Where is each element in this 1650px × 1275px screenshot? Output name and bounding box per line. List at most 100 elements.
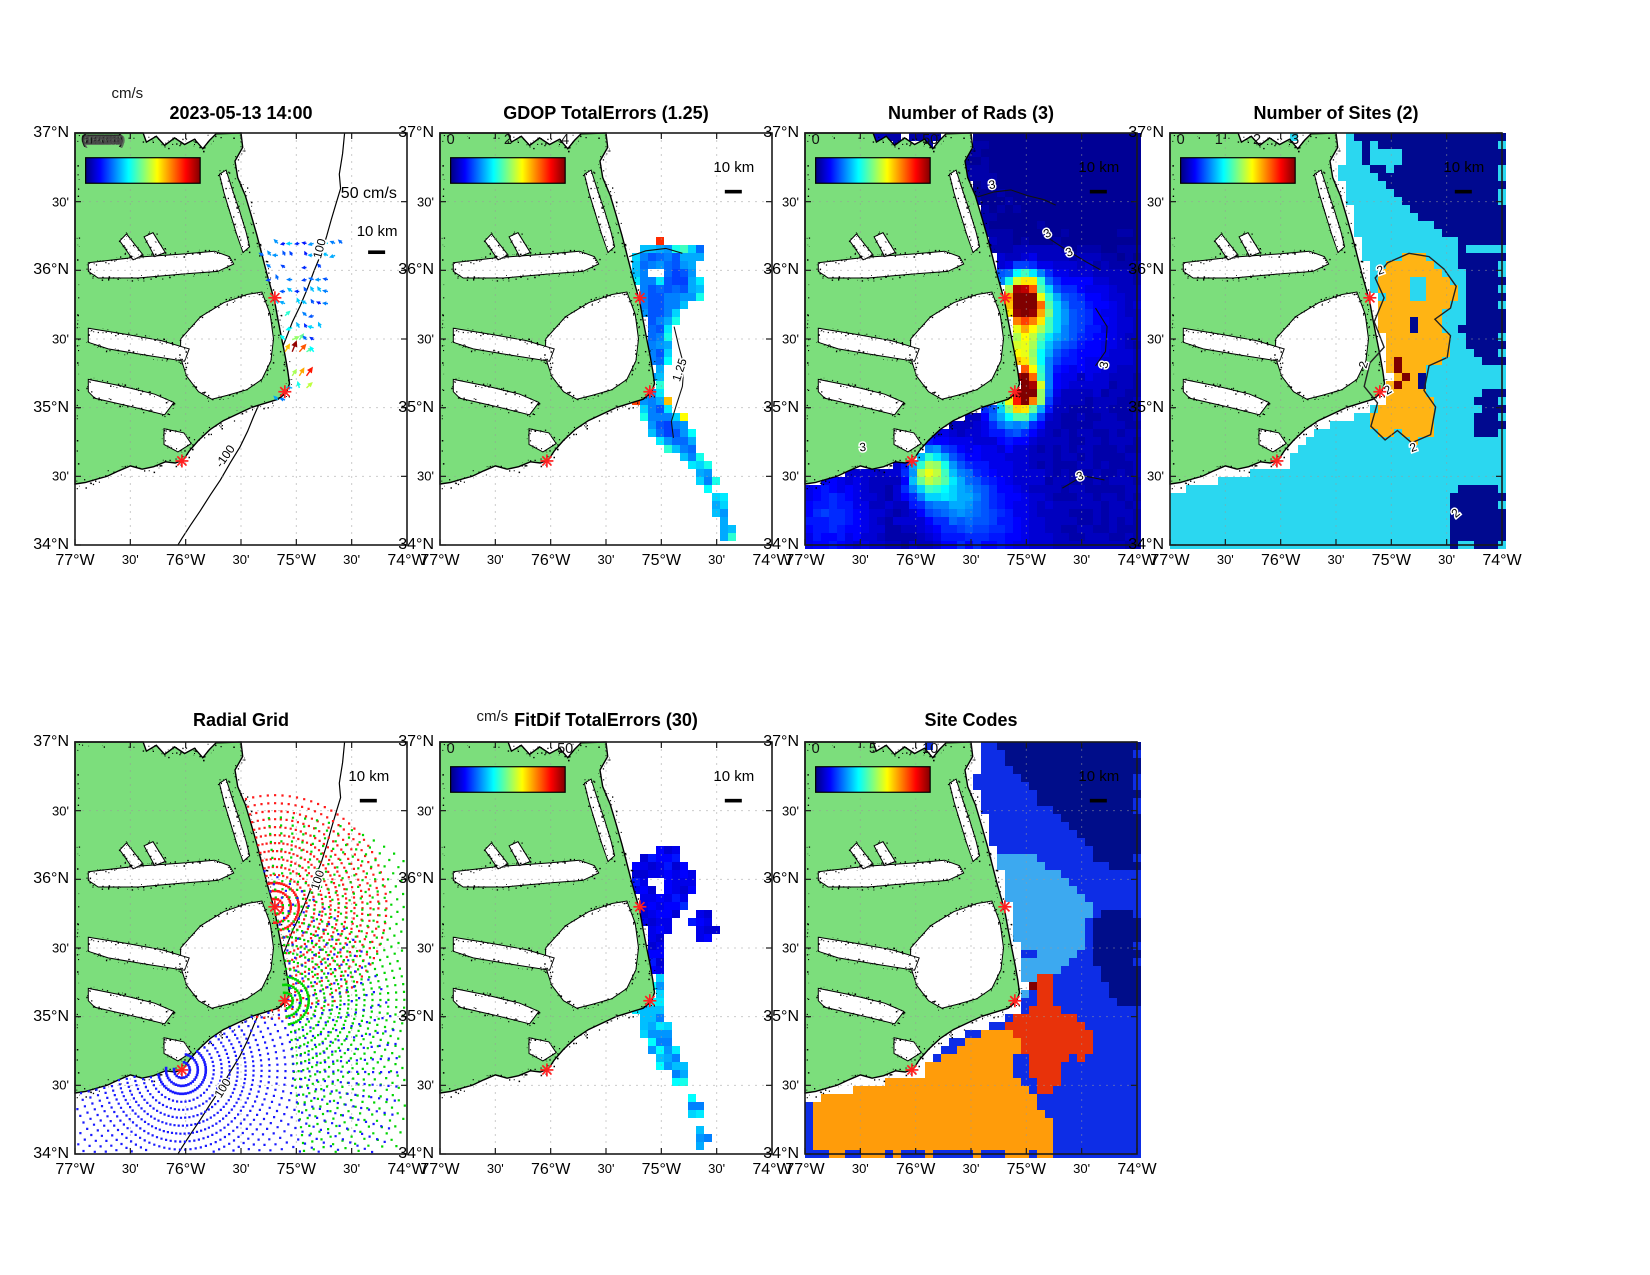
panel-num-rads: Number of Rads (3) 37°N 30' 36°N 30' 35°N 30' 3… <box>763 103 1156 569</box>
region-contour-outline <box>1363 252 1457 444</box>
colorbar-tick-label: 2 <box>1253 132 1261 148</box>
x-axis-tick-label: 30' <box>232 552 250 567</box>
y-axis-tick-label: 34°N <box>763 536 799 553</box>
radar-site-markers <box>905 291 1022 468</box>
y-axis-tick-label: 30' <box>417 194 434 210</box>
x-axis-tick-label: 76°W <box>166 1161 206 1178</box>
site-asterisk-marker <box>268 900 282 914</box>
axes-box <box>439 132 773 546</box>
site-asterisk-marker <box>540 454 554 468</box>
lat-lon-grid <box>75 133 407 545</box>
panel-num-sites: Number of Sites (2) 37°N 30' 36°N 30' 35°N 30'… <box>1128 103 1521 569</box>
x-axis-tick-label: 74°W <box>752 1161 792 1178</box>
colorbar: 0 50 <box>812 132 938 184</box>
x-axis-tick-label: 77°W <box>420 552 460 569</box>
x-axis-tick-label: 76°W <box>531 552 571 569</box>
x-axis-tick-label: 75°W <box>641 552 681 569</box>
x-axis-tick-label: 77°W <box>55 1161 95 1178</box>
contour-label: 100 <box>310 237 329 260</box>
panel-site-codes: Site Codes 37°N 30' 36°N 30' 35°N 30' 34°N 77°W 3… <box>763 710 1156 1178</box>
y-axis-tick-label: 30' <box>417 331 434 347</box>
colorbar: 0 1 2 3 <box>1177 132 1299 184</box>
lat-lon-grid <box>1170 133 1502 545</box>
y-axis-tick-label: 37°N <box>398 124 434 141</box>
x-axis-tick-label: 77°W <box>785 1161 825 1178</box>
x-axis-tick-label: 74°W <box>387 552 427 569</box>
y-axis-tick-label: 35°N <box>1128 398 1164 416</box>
panel-title: Number of Rads (3) <box>887 103 1055 123</box>
sound-water <box>452 987 540 1025</box>
vector-scale-label: 50 cm/s <box>341 185 397 202</box>
x-axis-tick-label: 30' <box>708 552 726 567</box>
colorbar-tick-label: 0 <box>1177 132 1185 148</box>
sound-water <box>119 842 144 870</box>
contour-label: 3 <box>988 177 997 192</box>
y-axis-tick-label: 37°N <box>763 124 799 141</box>
y-axis-tick-label: 35°N <box>763 398 799 416</box>
x-axis-tick-label: 30' <box>851 1161 869 1176</box>
y-axis-tick-label: 37°N <box>33 124 69 141</box>
map-canvas-gdop: 1.250 2 410 km <box>439 132 773 546</box>
colorbar: 0 5 10 <box>812 741 938 793</box>
y-axis-tick-label: 34°N <box>33 536 69 553</box>
x-axis-tick-label: 76°W <box>166 552 206 569</box>
radar-site-markers <box>540 900 657 1077</box>
site-asterisk-marker <box>540 1063 554 1077</box>
x-axis-tick-label: 30' <box>1327 552 1345 567</box>
sound-water <box>452 859 600 888</box>
x-axis-tick-label: 75°W <box>276 552 316 569</box>
y-axis-tick-label: 30' <box>1147 331 1164 347</box>
y-axis-tick-label: 34°N <box>1128 536 1164 553</box>
field-heatmap <box>805 742 1141 1158</box>
scale-bar-label: 10 km <box>1078 159 1119 176</box>
x-axis-tick-label: 30' <box>962 1161 980 1176</box>
lat-lon-grid <box>805 742 1137 1154</box>
x-axis-tick-label: 30' <box>851 552 869 567</box>
axes-box <box>74 132 408 546</box>
panel-title: Number of Sites (2) <box>1253 103 1419 123</box>
colorbar-ticks-overlapped-smear: (0 5 10 15 20 25 30 35 40 45 50) <box>83 133 125 148</box>
y-axis-tick-label: 37°N <box>398 733 434 750</box>
sound-water <box>87 859 235 888</box>
y-axis-tick-label: 37°N <box>763 733 799 750</box>
sound-water <box>87 250 235 279</box>
x-axis-tick-label: 74°W <box>1482 552 1522 569</box>
colorbar-tick-label: 0 <box>447 741 455 757</box>
radar-site-markers <box>175 291 292 468</box>
site-asterisk-marker <box>905 454 919 468</box>
sound-water <box>1182 250 1330 279</box>
scale-bar: 10 km <box>348 768 389 803</box>
map-canvas-fitdif: 0 50 10 km <box>439 741 773 1155</box>
y-axis-tick-label: 30' <box>52 194 69 210</box>
axes-box <box>1169 132 1503 546</box>
x-axis-tick-label: 74°W <box>387 1161 427 1178</box>
scale-bar: 10 km <box>357 223 398 255</box>
x-axis-tick-label: 74°W <box>1117 1161 1157 1178</box>
y-axis-tick-label: 36°N <box>33 870 69 888</box>
sound-water <box>849 233 874 261</box>
sound-water <box>484 842 509 870</box>
panel-title: FitDif TotalErrors (30) <box>514 710 698 730</box>
y-axis-tick-label: 30' <box>52 803 69 819</box>
y-axis-tick-label: 30' <box>52 940 69 956</box>
colorbar-units-label: cm/s <box>111 85 144 102</box>
x-axis-tick-label: 30' <box>1073 1161 1091 1176</box>
y-axis-tick-label: 30' <box>417 1077 434 1093</box>
map-canvas-currents: 100-100(0 5 10 15 20 25 30 35 40 45 50)(… <box>74 132 408 546</box>
sound-water <box>1275 291 1370 400</box>
y-axis-tick-label: 34°N <box>398 536 434 553</box>
x-axis-tick-label: 77°W <box>420 1161 460 1178</box>
y-axis-tick-label: 30' <box>417 940 434 956</box>
x-axis-tick-label: 30' <box>708 1161 726 1176</box>
axes-box <box>804 132 1138 546</box>
sound-water <box>180 900 275 1009</box>
y-axis-tick-label: 34°N <box>398 1145 434 1162</box>
colorbar-tick-label: 0 <box>812 132 820 148</box>
colorbar-ticks-overlapped: (0 5 10 15 20 25 30 35 40 45 50) <box>81 132 123 147</box>
sound-water <box>87 987 175 1025</box>
y-axis-tick-label: 30' <box>1147 468 1164 484</box>
